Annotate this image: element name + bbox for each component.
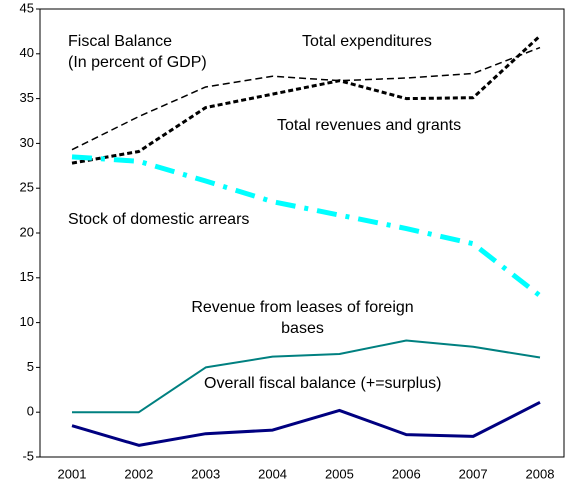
y-tick-label: 15 [20, 269, 34, 284]
y-tick-label: 20 [20, 224, 34, 239]
y-tick-label: 0 [27, 404, 34, 419]
x-tick-label: 2006 [392, 466, 421, 481]
series-label: Stock of domestic arrears [68, 211, 250, 228]
y-tick-label: 10 [20, 314, 34, 329]
x-tick-label: 2004 [258, 466, 287, 481]
x-tick-label: 2008 [526, 466, 555, 481]
y-tick-label: 40 [20, 45, 34, 60]
x-tick-label: 2005 [325, 466, 354, 481]
x-tick-label: 2007 [459, 466, 488, 481]
y-tick-label: 5 [27, 359, 34, 374]
series-line [71, 154, 542, 298]
series-line [71, 401, 541, 447]
series-label: Overall fiscal balance (+=surplus) [204, 375, 442, 392]
chart-title: Fiscal Balance [68, 33, 173, 50]
chart-title: (In percent of GDP) [68, 54, 207, 71]
y-tick-label: 35 [20, 90, 34, 105]
y-tick-label: 25 [20, 180, 34, 195]
series-line [71, 46, 541, 151]
series-label: Total expenditures [302, 33, 432, 50]
series-label: Revenue from leases of foreign bases [191, 299, 414, 337]
series-line [71, 34, 542, 165]
x-tick-label: 2003 [191, 466, 220, 481]
series-label: Total revenues and grants [277, 117, 462, 134]
x-tick-label: 2001 [58, 466, 87, 481]
y-tick-label: -5 [22, 448, 34, 463]
x-tick-label: 2002 [124, 466, 153, 481]
y-tick-label: 45 [20, 0, 34, 15]
y-tick-label: 30 [20, 135, 34, 150]
series-line [72, 339, 541, 414]
